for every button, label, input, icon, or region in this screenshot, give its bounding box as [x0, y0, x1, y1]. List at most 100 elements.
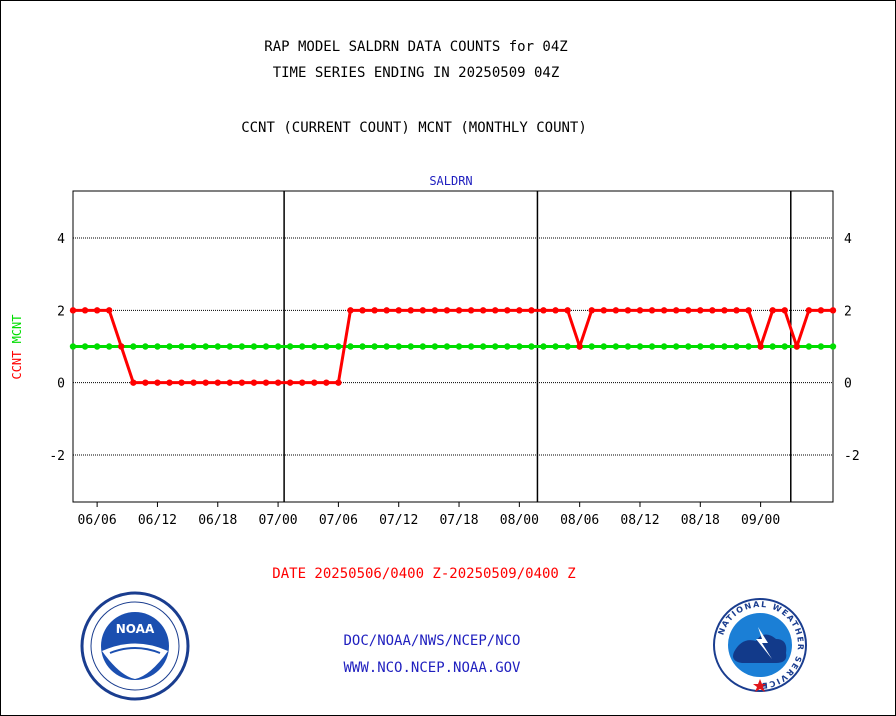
data-point-ccnt [757, 343, 764, 350]
data-point-mcnt [105, 343, 113, 350]
data-point-mcnt [660, 343, 668, 350]
data-point-ccnt [745, 307, 752, 314]
data-point-ccnt [311, 379, 318, 386]
data-point-ccnt [105, 307, 113, 314]
y-tick-label-left: 4 [57, 232, 65, 247]
data-point-mcnt [467, 343, 475, 350]
data-point-mcnt [130, 343, 137, 350]
data-point-mcnt [600, 343, 607, 350]
data-point-mcnt [395, 343, 402, 350]
data-point-ccnt [250, 379, 258, 386]
data-point-mcnt [250, 343, 258, 350]
data-point-ccnt [528, 307, 535, 314]
data-point-mcnt [166, 343, 173, 350]
data-point-ccnt [793, 343, 801, 350]
x-tick-label: 07/12 [379, 513, 418, 528]
data-point-ccnt [118, 343, 125, 350]
ylabel-ccnt: CCNT [10, 343, 24, 379]
data-point-ccnt [299, 379, 306, 386]
nws-logo-icon: NATIONAL WEATHER SERVICE [713, 598, 807, 692]
data-point-ccnt [262, 379, 270, 386]
data-point-mcnt [540, 343, 547, 350]
data-point-mcnt [226, 343, 234, 350]
y-tick-label-right: 2 [844, 304, 852, 319]
ylabel-mcnt: MCNT [10, 314, 24, 343]
data-point-mcnt [154, 343, 161, 350]
data-point-mcnt [479, 343, 487, 350]
data-point-ccnt [383, 307, 390, 314]
data-point-ccnt [359, 307, 366, 314]
data-point-ccnt [202, 379, 209, 386]
data-point-mcnt [709, 343, 716, 350]
chart-title-line2: TIME SERIES ENDING IN 20250509 04Z [272, 65, 560, 81]
nco-website-link[interactable]: WWW.NCO.NCEP.NOAA.GOV [343, 660, 521, 676]
data-point-mcnt [781, 343, 788, 350]
data-point-ccnt [721, 307, 728, 314]
data-point-mcnt [202, 343, 209, 350]
data-point-mcnt [274, 343, 282, 350]
data-point-mcnt [612, 343, 620, 350]
data-point-ccnt [552, 307, 559, 314]
noaa-logo-icon: NOAA [80, 591, 190, 701]
data-point-ccnt [781, 307, 788, 314]
data-point-ccnt [431, 307, 439, 314]
x-tick-label: 06/18 [198, 513, 237, 528]
data-point-ccnt [166, 379, 173, 386]
data-point-mcnt [648, 343, 656, 350]
x-tick-label: 08/12 [620, 513, 659, 528]
x-tick-label: 08/06 [560, 513, 599, 528]
data-point-ccnt [492, 307, 499, 314]
data-point-ccnt [443, 307, 451, 314]
data-point-ccnt [576, 343, 583, 350]
data-point-ccnt [69, 307, 77, 314]
data-point-ccnt [93, 307, 101, 314]
noaa-logo-text: NOAA [116, 622, 155, 636]
doc-noaa-link[interactable]: DOC/NOAA/NWS/NCEP/NCO [343, 633, 521, 649]
data-point-ccnt [636, 307, 644, 314]
data-point-mcnt [672, 343, 680, 350]
data-point-ccnt [467, 307, 475, 314]
data-point-ccnt [479, 307, 487, 314]
data-point-mcnt [817, 343, 825, 350]
data-point-ccnt [371, 307, 378, 314]
data-point-ccnt [733, 307, 740, 314]
series-line-ccnt [73, 308, 833, 385]
data-point-ccnt [154, 379, 161, 386]
data-point-mcnt [443, 343, 451, 350]
x-tick-label: 07/00 [259, 513, 298, 528]
data-point-ccnt [323, 379, 330, 386]
data-point-ccnt [274, 379, 282, 386]
y-axis-series-label: CCNT MCNT [10, 314, 24, 379]
data-point-mcnt [769, 343, 776, 350]
data-point-mcnt [455, 343, 463, 350]
data-point-mcnt [407, 343, 414, 350]
y-tick-label-left: 2 [57, 304, 65, 319]
data-point-mcnt [178, 343, 185, 350]
data-point-mcnt [371, 343, 378, 350]
data-point-ccnt [709, 307, 716, 314]
data-point-ccnt [455, 307, 463, 314]
data-point-ccnt [648, 307, 656, 314]
data-point-ccnt [769, 307, 776, 314]
data-point-ccnt [817, 307, 825, 314]
y-tick-label-right: 4 [844, 232, 852, 247]
x-tick-label: 08/00 [500, 513, 539, 528]
data-point-mcnt [347, 343, 354, 350]
data-point-ccnt [624, 307, 632, 314]
data-point-ccnt [286, 379, 294, 386]
data-point-ccnt [238, 379, 246, 386]
data-point-mcnt [685, 343, 692, 350]
data-point-mcnt [552, 343, 559, 350]
data-point-mcnt [299, 343, 306, 350]
data-point-mcnt [624, 343, 632, 350]
data-point-ccnt [805, 307, 813, 314]
data-point-mcnt [286, 343, 294, 350]
data-point-ccnt [540, 307, 547, 314]
data-point-mcnt [564, 343, 571, 350]
data-point-ccnt [588, 307, 595, 314]
x-tick-label: 07/06 [319, 513, 358, 528]
data-point-ccnt [407, 307, 414, 314]
data-point-mcnt [636, 343, 644, 350]
y-tick-label-right: -2 [844, 449, 860, 464]
